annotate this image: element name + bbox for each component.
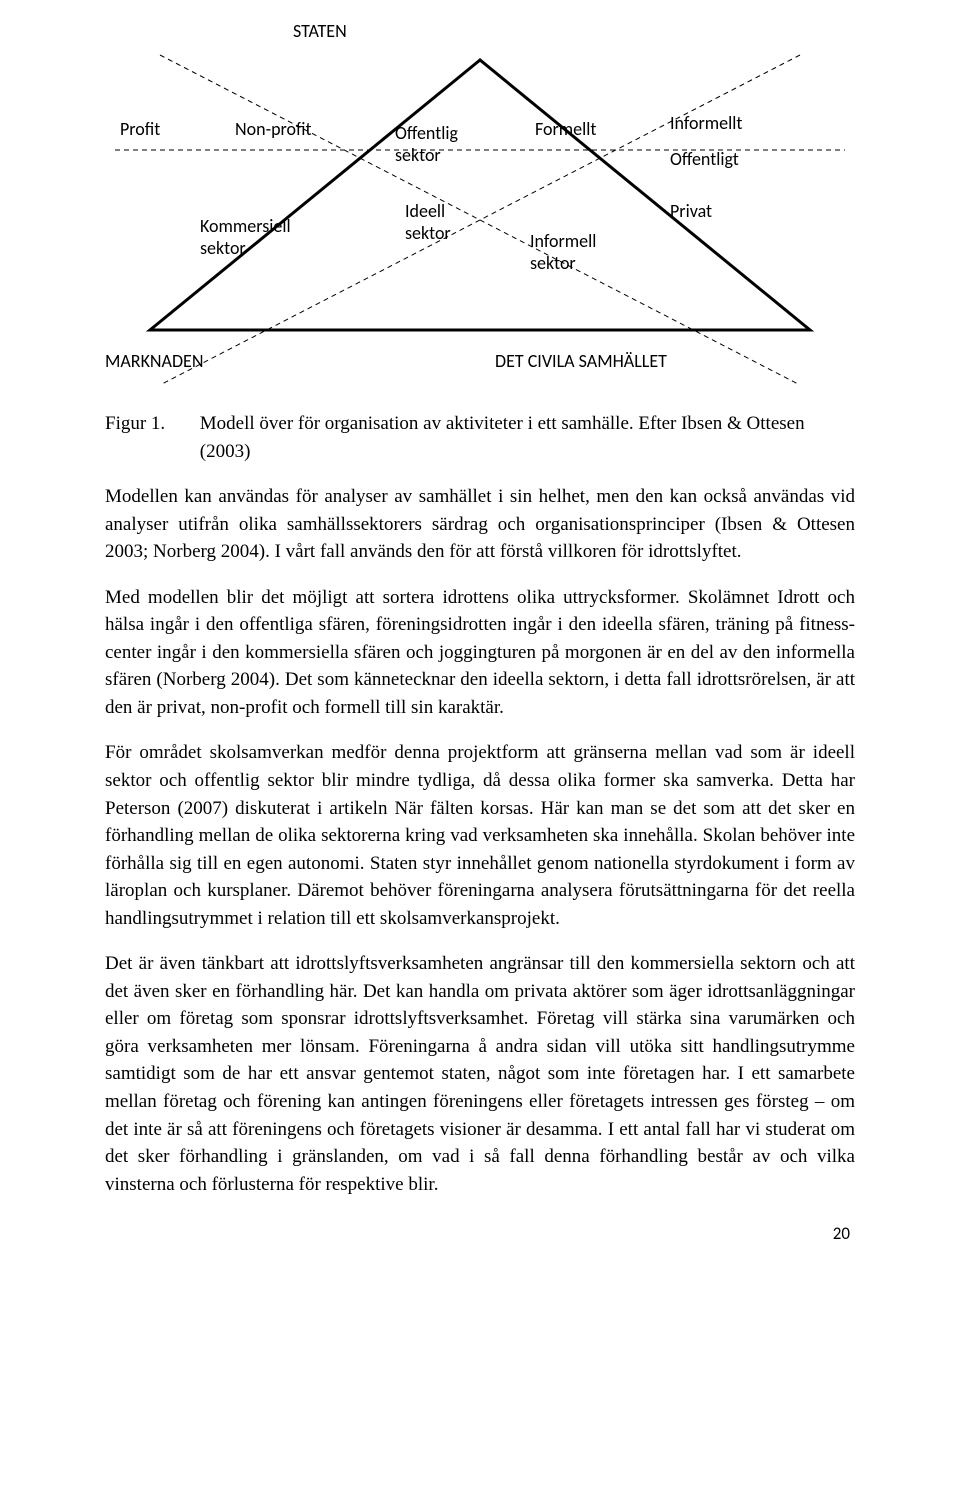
label-informell-1: Informell bbox=[530, 230, 596, 252]
label-non-profit: Non-profit bbox=[235, 118, 312, 140]
label-informell-2: sektor bbox=[530, 252, 576, 274]
label-kommersiell-2: sektor bbox=[200, 237, 246, 259]
label-det-civila: DET CIVILA SAMHÄLLET bbox=[495, 350, 667, 372]
page-number: 20 bbox=[833, 1223, 850, 1244]
label-profit: Profit bbox=[120, 118, 160, 140]
label-offentlig-2: sektor bbox=[395, 144, 441, 166]
figure-caption-text: Modell över för organisation av aktivite… bbox=[200, 410, 840, 465]
label-privat: Privat bbox=[670, 200, 712, 222]
label-kommersiell-1: Kommersiell bbox=[200, 215, 291, 237]
label-ideell-2: sektor bbox=[405, 222, 451, 244]
sector-triangle-diagram: STATEN Profit Non-profit Offentlig sekto… bbox=[105, 20, 855, 400]
paragraph-4: Det är även tänkbart att idrottslyftsver… bbox=[105, 950, 855, 1198]
label-marknaden: MARKNADEN bbox=[105, 350, 203, 372]
label-offentligt: Offentligt bbox=[670, 148, 739, 170]
paragraph-1: Modellen kan användas för analyser av sa… bbox=[105, 483, 855, 566]
paragraph-2: Med modellen blir det möjligt att sorter… bbox=[105, 584, 855, 722]
figure-label: Figur 1. bbox=[105, 410, 195, 438]
label-offentlig-1: Offentlig bbox=[395, 122, 458, 144]
label-ideell-1: Ideell bbox=[405, 200, 445, 222]
label-staten: STATEN bbox=[293, 20, 347, 42]
label-formellt: Formellt bbox=[535, 118, 596, 140]
label-informellt: Informellt bbox=[670, 112, 742, 134]
paragraph-3: För området skolsamverkan medför denna p… bbox=[105, 739, 855, 932]
figure-caption: Figur 1. Modell över för organisation av… bbox=[105, 410, 855, 465]
